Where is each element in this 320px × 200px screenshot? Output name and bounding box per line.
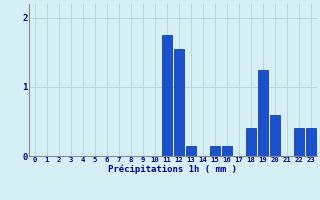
- Bar: [186, 146, 196, 156]
- Bar: [222, 146, 232, 156]
- Bar: [174, 49, 184, 156]
- X-axis label: Précipitations 1h ( mm ): Précipitations 1h ( mm ): [108, 165, 237, 174]
- Bar: [210, 146, 220, 156]
- Bar: [294, 128, 304, 156]
- Bar: [306, 128, 316, 156]
- Bar: [270, 115, 280, 156]
- Bar: [162, 35, 172, 156]
- Bar: [258, 70, 268, 156]
- Bar: [246, 128, 256, 156]
